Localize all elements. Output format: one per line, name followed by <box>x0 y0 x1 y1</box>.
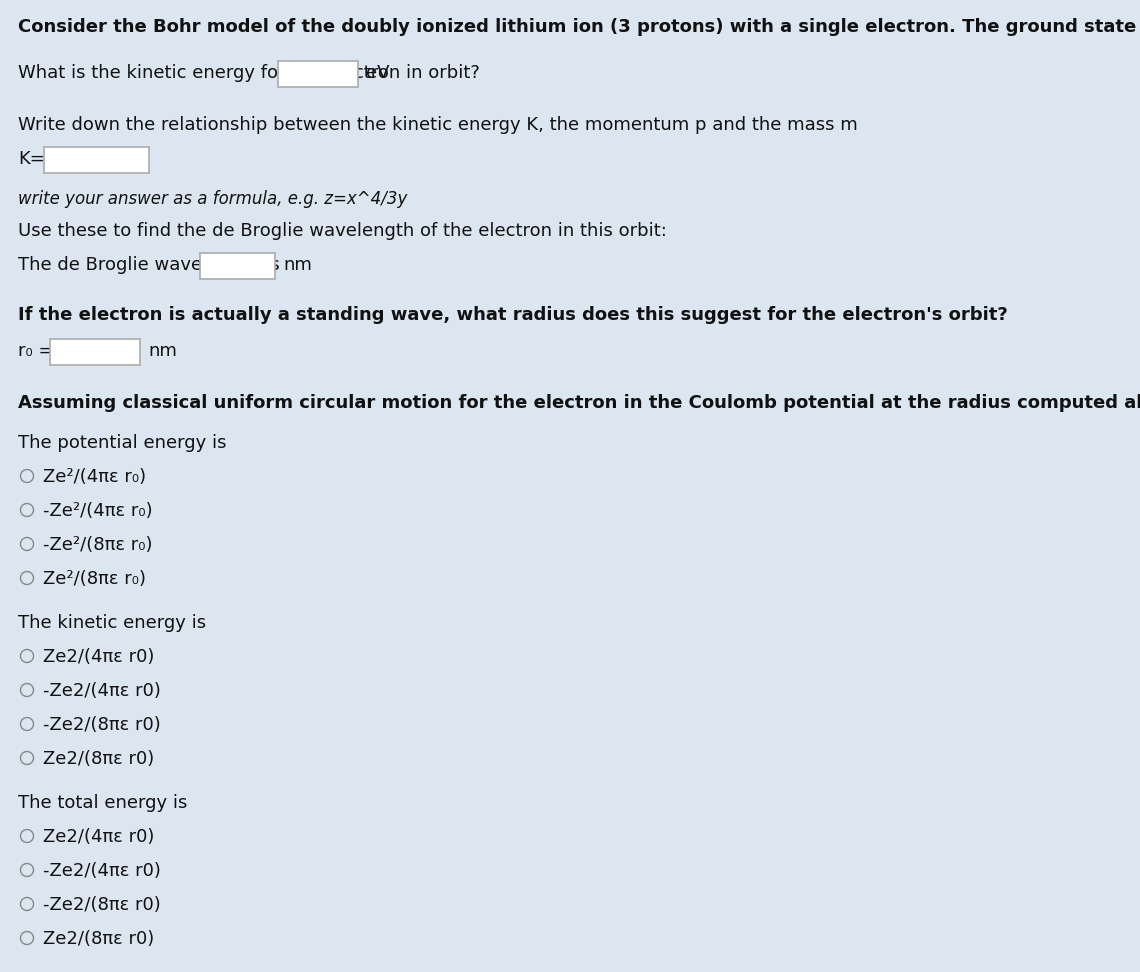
Text: -Ze²/(4πε r₀): -Ze²/(4πε r₀) <box>43 502 153 520</box>
Text: Ze2/(4πε r0): Ze2/(4πε r0) <box>43 648 154 666</box>
Text: Consider the Bohr model of the doubly ionized lithium ion (3 protons) with a sin: Consider the Bohr model of the doubly io… <box>18 18 1140 36</box>
Text: -Ze2/(4πε r0): -Ze2/(4πε r0) <box>43 682 161 700</box>
Text: Ze2/(8πε r0): Ze2/(8πε r0) <box>43 750 154 768</box>
Text: eV: eV <box>366 64 390 82</box>
Text: -Ze2/(8πε r0): -Ze2/(8πε r0) <box>43 716 161 734</box>
Text: r₀ =: r₀ = <box>18 342 54 360</box>
Text: The kinetic energy is: The kinetic energy is <box>18 614 206 632</box>
FancyBboxPatch shape <box>44 147 149 173</box>
Text: Assuming classical uniform circular motion for the electron in the Coulomb poten: Assuming classical uniform circular moti… <box>18 394 1140 412</box>
FancyBboxPatch shape <box>50 339 140 365</box>
Text: The de Broglie wavelength is: The de Broglie wavelength is <box>18 256 279 274</box>
Text: -Ze2/(4πε r0): -Ze2/(4πε r0) <box>43 862 161 880</box>
Text: -Ze2/(8πε r0): -Ze2/(8πε r0) <box>43 896 161 914</box>
Text: Ze2/(4πε r0): Ze2/(4πε r0) <box>43 828 154 846</box>
Text: -Ze²/(8πε r₀): -Ze²/(8πε r₀) <box>43 536 153 554</box>
Text: Ze2/(8πε r0): Ze2/(8πε r0) <box>43 930 154 948</box>
Text: Write down the relationship between the kinetic energy K, the momentum p and the: Write down the relationship between the … <box>18 116 857 134</box>
Text: If the electron is actually a standing wave, what radius does this suggest for t: If the electron is actually a standing w… <box>18 306 1008 324</box>
Text: What is the kinetic energy for the electron in orbit?: What is the kinetic energy for the elect… <box>18 64 480 82</box>
FancyBboxPatch shape <box>200 253 275 279</box>
Text: The potential energy is: The potential energy is <box>18 434 227 452</box>
Text: nm: nm <box>148 342 177 360</box>
Text: Use these to find the de Broglie wavelength of the electron in this orbit:: Use these to find the de Broglie wavelen… <box>18 222 667 240</box>
Text: K=: K= <box>18 150 44 168</box>
Text: Ze²/(4πε r₀): Ze²/(4πε r₀) <box>43 468 146 486</box>
Text: nm: nm <box>283 256 312 274</box>
FancyBboxPatch shape <box>278 61 358 87</box>
Text: write your answer as a formula, e.g. z=x^4/3y: write your answer as a formula, e.g. z=x… <box>18 190 407 208</box>
Text: The total energy is: The total energy is <box>18 794 187 812</box>
Text: Ze²/(8πε r₀): Ze²/(8πε r₀) <box>43 570 146 588</box>
